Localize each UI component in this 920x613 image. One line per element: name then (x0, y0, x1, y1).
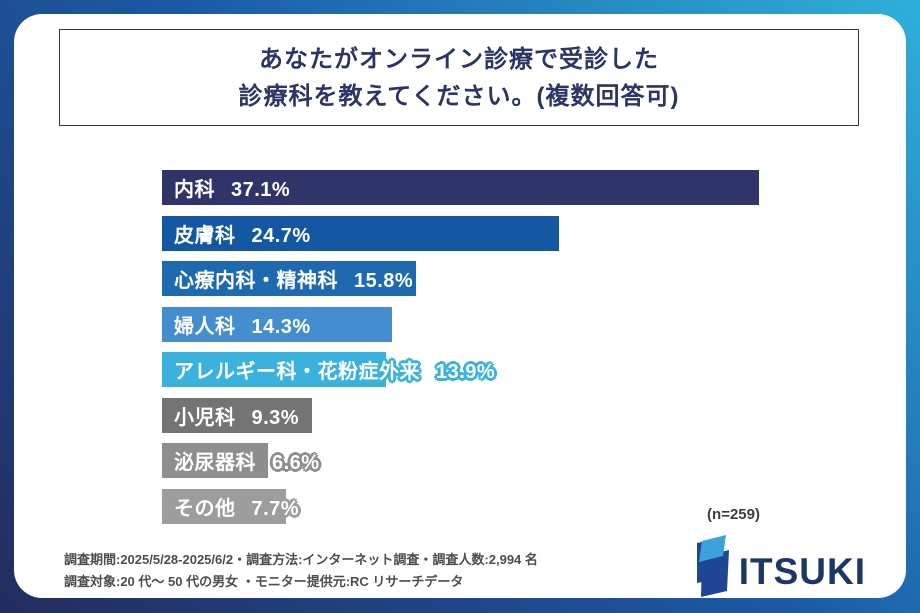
bar-value-label: 37.1% (231, 179, 291, 201)
bar-row: 婦人科 14.3% (162, 306, 759, 342)
chart-title-line1: あなたがオンライン診療で受診した (259, 45, 659, 73)
question-box: あなたがオンライン診療で受診した 診療科を教えてください。(複数回答可) (59, 29, 859, 126)
bar: 皮膚科 24.7% (162, 215, 560, 251)
bar-category-label: 婦人科 (174, 315, 236, 338)
survey-footnote-line2: 調査対象:20 代〜 50 代の男女 ・モニター提供元:RC リサーチデータ (64, 574, 464, 589)
logo-mark-light-flag (698, 535, 726, 562)
bar: 婦人科 14.3% (162, 306, 393, 342)
bar-label: 心療内科・精神科 15.8% (162, 264, 413, 293)
bar-category-label: 内科 (174, 179, 215, 201)
bar-category-label: 皮膚科 (174, 224, 236, 247)
bar: 小児科 9.3% (162, 397, 312, 433)
bar-row: 心療内科・精神科 15.8% (162, 261, 759, 296)
bar-category-label: 心療内科・精神科 (174, 270, 338, 292)
chart-title-line2: 診療科を教えてください。(複数回答可) (238, 82, 680, 110)
bar-category-label: 小児科 (174, 406, 236, 429)
bar-value-label: 14.3% (251, 315, 311, 338)
bar-label: 内科 37.1% (162, 173, 290, 202)
infographic-card: あなたがオンライン診療で受診した 診療科を教えてください。(複数回答可) 内科 3… (14, 14, 906, 598)
bar-label: 小児科 9.3% (162, 401, 299, 430)
bar-row: 泌尿器科 6.6% (162, 443, 759, 478)
bar-value-label: 24.7% (251, 224, 311, 247)
bar-label: その他 7.7% (162, 492, 299, 521)
itsuki-logo-text: ITSUKI (738, 551, 866, 592)
bar-row: 小児科 9.3% (162, 397, 759, 433)
bar-value-label: 6.6% (272, 452, 320, 474)
bar-category-label: その他 (174, 497, 236, 520)
bar-label: 泌尿器科 6.6% (162, 446, 320, 475)
bar-label: 婦人科 14.3% (162, 310, 311, 339)
bar-label: 皮膚科 24.7% (162, 219, 311, 248)
bar-category-label: アレルギー科・花粉症外来 (174, 361, 420, 383)
bar: 内科 37.1% (162, 170, 759, 205)
survey-footnote-line1: 調査期間:2025/5/28-2025/6/2・調査方法:インターネット調査・調… (64, 552, 538, 567)
bar-value-label: 13.9% (436, 361, 496, 383)
bar-chart: 内科 37.1% 皮膚科 24.7% 心療内科・精神科 15.8% 婦人科 14.3% アレルギ… (162, 170, 759, 534)
survey-footnote: 調査期間:2025/5/28-2025/6/2・調査方法:インターネット調査・調… (64, 549, 538, 593)
bar: その他 7.7% (162, 488, 299, 524)
bar-row: その他 7.7% (162, 488, 759, 524)
bar-value-label: 7.7% (251, 497, 300, 520)
sample-size-note: (n=259) (707, 506, 760, 523)
itsuki-logo-icon (696, 535, 729, 597)
bar-row: 内科 37.1% (162, 170, 759, 205)
bar-row: アレルギー科・花粉症外来 13.9% (162, 352, 759, 387)
bar: 泌尿器科 6.6% (162, 443, 319, 478)
bar: アレルギー科・花粉症外来 13.9% (162, 352, 495, 387)
itsuki-logo: ITSUKI (691, 532, 866, 598)
bar-row: 皮膚科 24.7% (162, 215, 759, 251)
bar: 心療内科・精神科 15.8% (162, 261, 417, 296)
bar-value-label: 15.8% (354, 270, 414, 292)
bar-label: アレルギー科・花粉症外来 13.9% (162, 355, 495, 384)
bar-value-label: 9.3% (251, 406, 300, 429)
logo-mark-dark-panel (700, 550, 729, 597)
bar-category-label: 泌尿器科 (174, 452, 256, 474)
